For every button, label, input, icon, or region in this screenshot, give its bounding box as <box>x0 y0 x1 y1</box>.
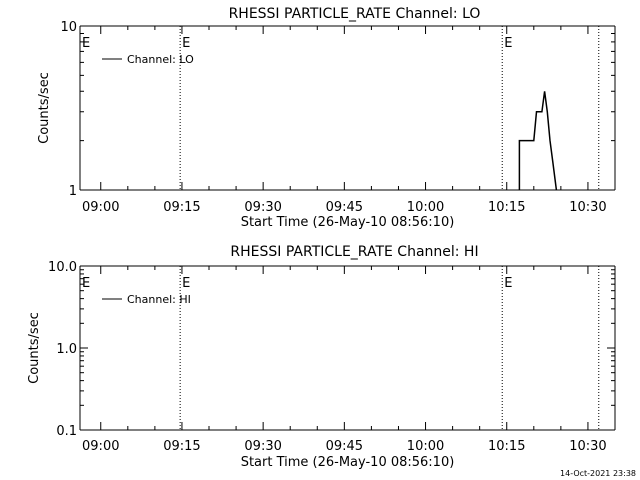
y-tick-label: 10.0 <box>48 260 77 275</box>
chart-title: RHESSI PARTICLE_RATE Channel: LO <box>229 6 481 22</box>
y-tick-label: 0.1 <box>56 424 77 439</box>
x-tick-label: 09:45 <box>326 200 363 215</box>
series-line <box>518 91 558 191</box>
y-axis-label: Counts/sec <box>37 72 52 144</box>
y-tick-label: 10 <box>60 20 77 35</box>
x-axis-label: Start Time (26-May-10 08:56:10) <box>241 215 455 230</box>
event-marker-label: E <box>182 36 190 51</box>
x-tick-label: 09:30 <box>244 200 281 215</box>
x-tick-label: 10:30 <box>569 439 606 454</box>
x-tick-label: 09:00 <box>82 200 119 215</box>
chart-panel-2: RHESSI PARTICLE_RATE Channel: HI 0.1 1.0 10… <box>27 244 616 470</box>
x-tick-label: 09:45 <box>326 439 363 454</box>
legend-label: Channel: HI <box>127 293 191 306</box>
x-axis-label: Start Time (26-May-10 08:56:10) <box>241 455 455 470</box>
start-marker-label: E <box>82 36 90 51</box>
chart-panel-1: RHESSI PARTICLE_RATE Channel: LO 1 10 09:00… <box>37 6 616 230</box>
event-marker-label: E <box>504 36 512 51</box>
y-tick-label: 1 <box>69 184 77 199</box>
y-axis-label: Counts/sec <box>27 312 42 384</box>
legend-label: Channel: LO <box>127 53 194 66</box>
x-tick-label: 10:00 <box>407 439 444 454</box>
x-tick-label: 09:15 <box>163 439 200 454</box>
footer-timestamp: 14-Oct-2021 23:38 <box>560 469 636 478</box>
event-marker-label: E <box>504 276 512 291</box>
x-tick-label: 10:15 <box>488 439 525 454</box>
y-tick-label: 1.0 <box>56 342 77 357</box>
start-marker-label: E <box>82 276 90 291</box>
x-tick-label: 10:00 <box>407 200 444 215</box>
x-tick-label: 09:00 <box>82 439 119 454</box>
x-tick-label: 10:15 <box>488 200 525 215</box>
event-marker-label: E <box>182 276 190 291</box>
x-tick-label: 09:15 <box>163 200 200 215</box>
x-tick-label: 10:30 <box>569 200 606 215</box>
x-tick-label: 09:30 <box>244 439 281 454</box>
chart-title: RHESSI PARTICLE_RATE Channel: HI <box>230 244 478 260</box>
